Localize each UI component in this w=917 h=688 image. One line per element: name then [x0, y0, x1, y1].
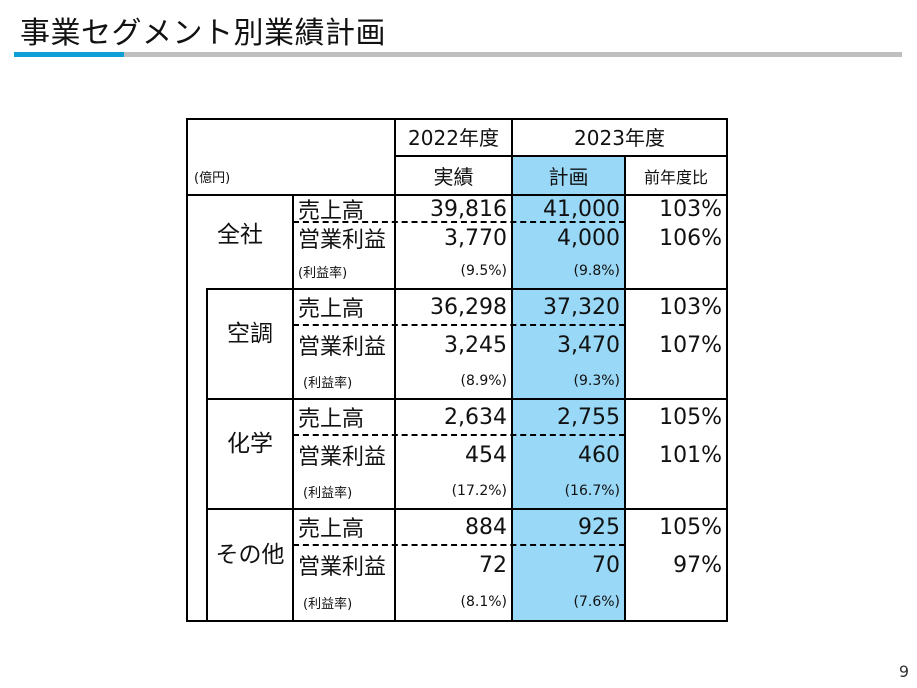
actual-value: 884	[465, 514, 507, 540]
row-label: 売上高	[298, 199, 365, 224]
grid-line	[624, 155, 626, 622]
segment-name: 空調	[227, 321, 273, 347]
plan-value: 925	[578, 514, 620, 540]
plan-value: (9.3%)	[573, 373, 621, 389]
header-yoy: 前年度比	[643, 167, 708, 187]
yoy-value: 103%	[659, 196, 722, 222]
dashed-line	[293, 324, 625, 326]
yoy-value: 106%	[659, 225, 722, 251]
table-border	[726, 118, 728, 622]
row-label: (利益率)	[298, 265, 348, 281]
row-label: 営業利益	[298, 335, 387, 360]
grid-line	[206, 398, 728, 400]
plan-value: (9.8%)	[573, 263, 621, 279]
plan-value: 4,000	[557, 225, 620, 251]
row-label: 営業利益	[298, 555, 387, 580]
grid-line	[511, 118, 513, 622]
plan-value: 41,000	[543, 196, 620, 222]
yoy-value: 101%	[659, 442, 722, 468]
actual-value: 3,245	[444, 332, 507, 358]
actual-value: 3,770	[444, 225, 507, 251]
plan-value: (16.7%)	[564, 483, 620, 499]
grid-line	[206, 288, 208, 622]
actual-value: 454	[465, 442, 507, 468]
yoy-value: 97%	[673, 552, 722, 578]
plan-value: 70	[592, 552, 620, 578]
actual-value: 72	[479, 552, 507, 578]
table-border	[186, 118, 728, 120]
unit-label: (億円)	[194, 170, 231, 186]
yoy-value: 107%	[659, 332, 722, 358]
page-number: 9	[898, 662, 909, 681]
row-label: (利益率)	[303, 485, 353, 501]
header-actual: 実績	[433, 165, 474, 189]
row-label: 売上高	[298, 297, 365, 322]
plan-value: 460	[578, 442, 620, 468]
segment-plan-table: (億円) 2022年度 2023年度 実績 計画 前年度比 全社 売上高 39,…	[186, 118, 728, 622]
grid-line	[186, 194, 728, 196]
title-underline	[124, 52, 902, 57]
plan-value: 37,320	[543, 294, 620, 320]
yoy-value: 105%	[659, 514, 722, 540]
dashed-line	[293, 434, 625, 436]
row-label: (利益率)	[303, 375, 353, 391]
dashed-line	[293, 544, 625, 546]
page-title: 事業セグメント別業績計画	[20, 16, 386, 51]
yoy-value: 103%	[659, 294, 722, 320]
actual-value: 39,816	[430, 196, 507, 222]
actual-value: 2,634	[444, 404, 507, 430]
grid-line	[206, 508, 728, 510]
plan-value: 3,470	[557, 332, 620, 358]
header-year-2023: 2023年度	[574, 126, 665, 150]
actual-value: (9.5%)	[460, 263, 508, 279]
header-year-2022: 2022年度	[408, 126, 499, 150]
grid-line	[394, 118, 396, 622]
header-plan: 計画	[548, 165, 589, 189]
row-label: 営業利益	[298, 445, 387, 470]
table-border	[186, 118, 188, 622]
actual-value: (17.2%)	[451, 483, 507, 499]
row-label: 売上高	[298, 407, 365, 432]
row-label: 売上高	[298, 517, 365, 542]
grid-line	[292, 194, 294, 622]
actual-value: 36,298	[430, 294, 507, 320]
actual-value: (8.9%)	[460, 373, 508, 389]
row-label: (利益率)	[303, 596, 353, 612]
segment-name: 化学	[227, 431, 273, 457]
row-label: 営業利益	[298, 228, 387, 253]
yoy-value: 105%	[659, 404, 722, 430]
grid-line	[394, 155, 728, 157]
segment-name: その他	[215, 542, 285, 568]
title-underline-accent	[14, 52, 124, 57]
segment-name: 全社	[217, 222, 263, 248]
grid-line	[206, 288, 728, 290]
plan-value: (7.6%)	[573, 594, 621, 610]
dashed-line	[293, 221, 625, 223]
plan-value: 2,755	[557, 404, 620, 430]
table-border	[186, 620, 728, 622]
actual-value: (8.1%)	[460, 594, 508, 610]
